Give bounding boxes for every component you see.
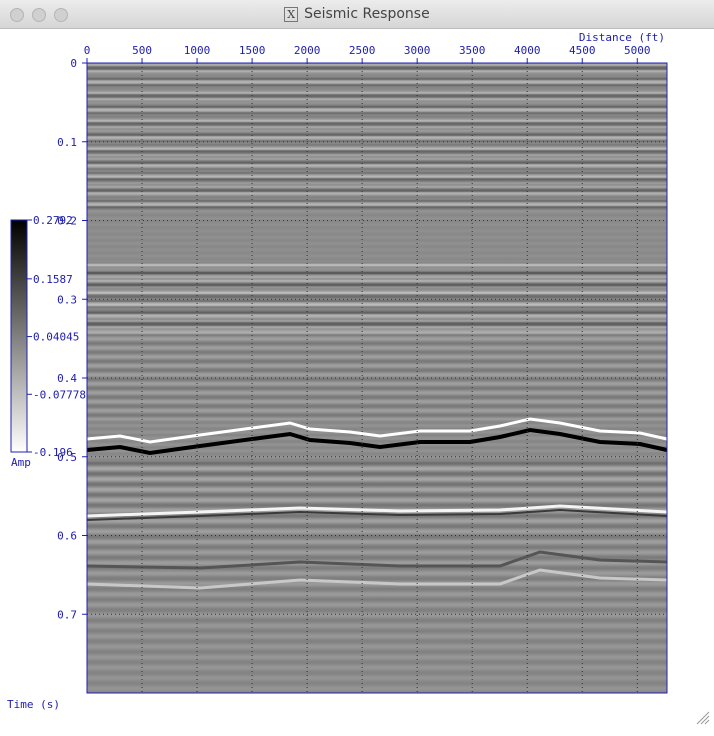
y-tick-label: 0.4 bbox=[57, 372, 77, 385]
y-tick-label: 0.7 bbox=[57, 608, 77, 621]
x-tick-label: 2000 bbox=[294, 44, 321, 57]
y-tick-label: 0.1 bbox=[57, 136, 77, 149]
y-tick-label: 0.2 bbox=[57, 215, 77, 228]
x-axis-label: Distance (ft) bbox=[579, 31, 665, 44]
colorbar-label: Amp bbox=[11, 456, 31, 469]
window-title: X Seismic Response bbox=[0, 6, 714, 22]
x-icon: X bbox=[284, 7, 299, 22]
reflectors bbox=[86, 417, 668, 590]
x-tick-label: 3500 bbox=[459, 44, 486, 57]
minimize-button[interactable] bbox=[32, 8, 46, 22]
window-title-text: Seismic Response bbox=[304, 6, 430, 22]
y-tick-label: 0.6 bbox=[57, 530, 77, 543]
colorbar-tick-label: 0.2792 bbox=[33, 214, 73, 227]
x-tick-label: 4000 bbox=[514, 44, 541, 57]
colorbar-tick-label: 0.04045 bbox=[33, 331, 79, 344]
x-tick-label: 5000 bbox=[624, 44, 651, 57]
y-tick-label: 0 bbox=[70, 57, 77, 70]
y-tick-label: 0.3 bbox=[57, 293, 77, 306]
resize-grip[interactable] bbox=[696, 711, 710, 725]
x-tick-label: 1500 bbox=[239, 44, 266, 57]
colorbar-tick-label: 0.1587 bbox=[33, 273, 73, 286]
chart: 0 500 1000 1500 2000 2500 3000 3500 4000 4500 5000… bbox=[7, 31, 710, 725]
zoom-button[interactable] bbox=[54, 8, 68, 22]
x-tick-label: 4500 bbox=[569, 44, 596, 57]
x-tick-label: 3000 bbox=[404, 44, 431, 57]
title-bar: X Seismic Response bbox=[0, 0, 714, 29]
colorbar bbox=[10, 219, 28, 453]
close-button[interactable] bbox=[10, 8, 24, 22]
x-tick-label: 500 bbox=[132, 44, 152, 57]
y-tick-label: 0.5 bbox=[57, 451, 77, 464]
colorbar-tick-label: -0.07778 bbox=[33, 388, 86, 401]
colorbar-tick-label: -0.196 bbox=[33, 446, 73, 459]
x-tick-label: 1000 bbox=[184, 44, 211, 57]
x-tick-label: 0 bbox=[84, 44, 91, 57]
y-axis-label: Time (s) bbox=[7, 698, 60, 711]
x-tick-label: 2500 bbox=[349, 44, 376, 57]
